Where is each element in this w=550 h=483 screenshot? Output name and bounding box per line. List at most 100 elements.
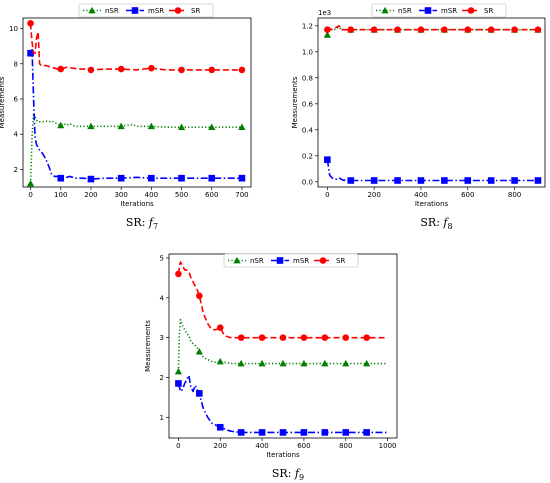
data-point-mSR xyxy=(363,429,370,436)
data-point-mSR xyxy=(178,174,185,182)
data-point-SR xyxy=(208,66,216,74)
y-axis-label: Measurements xyxy=(144,320,152,372)
data-point-mSR xyxy=(342,429,350,436)
x-tick-label: 400 xyxy=(255,442,268,450)
x-tick-label: 600 xyxy=(297,442,310,450)
data-point-SR xyxy=(238,66,246,74)
data-point-mSR xyxy=(279,429,287,436)
plot-frame xyxy=(22,17,252,188)
data-point-SR xyxy=(178,66,185,74)
data-point-SR xyxy=(347,26,355,33)
x-tick-label: 1000 xyxy=(379,442,397,450)
x-tick-label: 400 xyxy=(414,191,427,199)
x-tick-label: 600 xyxy=(461,191,474,199)
x-axis-label: Iterations xyxy=(120,200,154,208)
y-tick-label: 0.2 xyxy=(302,152,313,160)
data-point-nSR xyxy=(147,122,155,130)
data-point-SR xyxy=(87,66,95,74)
x-tick-label: 100 xyxy=(54,191,67,199)
y-tick-label: 1 xyxy=(160,414,164,422)
data-point-SR xyxy=(487,26,495,33)
data-point-SR xyxy=(324,26,331,33)
data-point-nSR xyxy=(323,31,331,38)
series-line-mSR xyxy=(177,374,388,434)
x-tick-label: 800 xyxy=(508,191,521,199)
data-point-mSR xyxy=(196,390,203,397)
y-tick-label: 5 xyxy=(160,254,164,262)
data-point-SR xyxy=(57,65,65,73)
y-tick-label: 8 xyxy=(14,60,18,68)
series-line-nSR xyxy=(29,112,242,184)
y-tick-label: 1.2 xyxy=(302,22,313,30)
chart-caption: SR: f8 xyxy=(420,216,452,231)
legend-label-mSR: mSR xyxy=(148,7,164,15)
legend-box xyxy=(223,253,359,268)
data-point-mSR xyxy=(487,177,495,184)
chart-f9: 0 200 400 600 800 1000 1 2 3 4 5 Iterations Measurem… xyxy=(144,253,398,482)
data-point-SR xyxy=(370,26,378,33)
x-tick-label: 200 xyxy=(214,442,227,450)
data-point-SR xyxy=(417,26,425,33)
legend-marker-mSR xyxy=(424,7,432,14)
data-point-mSR xyxy=(370,177,378,184)
data-point-nSR xyxy=(174,367,183,375)
legend-marker-SR xyxy=(319,257,327,264)
data-point-mSR xyxy=(417,177,425,184)
legend-label-SR: SR xyxy=(191,7,200,15)
x-tick-label: 600 xyxy=(205,191,218,199)
series-line-nSR xyxy=(177,318,388,372)
data-point-nSR xyxy=(363,359,371,367)
data-point-nSR xyxy=(195,347,203,355)
x-tick-label: 0 xyxy=(176,442,180,450)
x-tick-label: 200 xyxy=(367,191,380,199)
x-tick-label: 200 xyxy=(84,191,97,199)
data-point-nSR xyxy=(342,359,350,367)
x-axis-label: Iterations xyxy=(266,451,300,459)
y-tick-label: 4 xyxy=(160,294,165,302)
data-point-SR xyxy=(279,334,287,341)
data-point-SR xyxy=(216,324,224,331)
data-point-SR xyxy=(237,334,245,341)
y-axis-label: Measurements xyxy=(0,76,6,128)
x-tick-label: 0 xyxy=(325,191,329,199)
legend-marker-SR xyxy=(467,7,475,14)
y-tick-label: 2 xyxy=(14,166,18,174)
data-point-SR xyxy=(464,26,472,33)
x-tick-label: 0 xyxy=(28,191,32,199)
chart-caption: SR: f9 xyxy=(272,467,304,482)
legend-marker-nSR xyxy=(88,6,96,14)
legend-marker-SR xyxy=(174,7,182,14)
series-line-mSR xyxy=(29,48,242,180)
legend: nSR mSR SR xyxy=(371,3,507,18)
y-tick-label: 4 xyxy=(14,131,19,139)
data-point-nSR xyxy=(208,123,216,131)
data-point-nSR xyxy=(300,359,308,367)
legend-label-mSR: mSR xyxy=(441,7,457,15)
legend-label-nSR: nSR xyxy=(250,257,264,265)
data-point-nSR xyxy=(216,357,224,365)
series-line-SR xyxy=(177,261,388,339)
data-point-SR xyxy=(441,26,448,33)
series-line-mSR xyxy=(326,159,538,182)
data-point-nSR xyxy=(321,359,329,367)
data-point-mSR xyxy=(57,174,65,182)
legend-label-mSR: mSR xyxy=(293,257,309,265)
legend-label-nSR: nSR xyxy=(398,7,412,15)
chart-caption: SR: f7 xyxy=(126,216,158,231)
data-point-nSR xyxy=(258,359,266,367)
x-tick-label: 700 xyxy=(235,191,248,199)
data-point-SR xyxy=(175,270,182,278)
data-point-mSR xyxy=(27,49,34,57)
data-point-SR xyxy=(196,292,203,300)
data-point-nSR xyxy=(279,359,287,367)
data-point-nSR xyxy=(237,359,245,367)
data-point-SR xyxy=(511,26,518,33)
y-tick-label: 1.0 xyxy=(302,48,313,56)
data-point-mSR xyxy=(148,174,155,182)
y-tick-label: 0.0 xyxy=(302,178,313,186)
data-point-mSR xyxy=(237,429,245,436)
data-point-mSR xyxy=(321,429,329,436)
y-tick-label: 0.8 xyxy=(302,74,313,82)
data-point-SR xyxy=(148,64,155,72)
y-tick-label: 2 xyxy=(160,374,164,382)
